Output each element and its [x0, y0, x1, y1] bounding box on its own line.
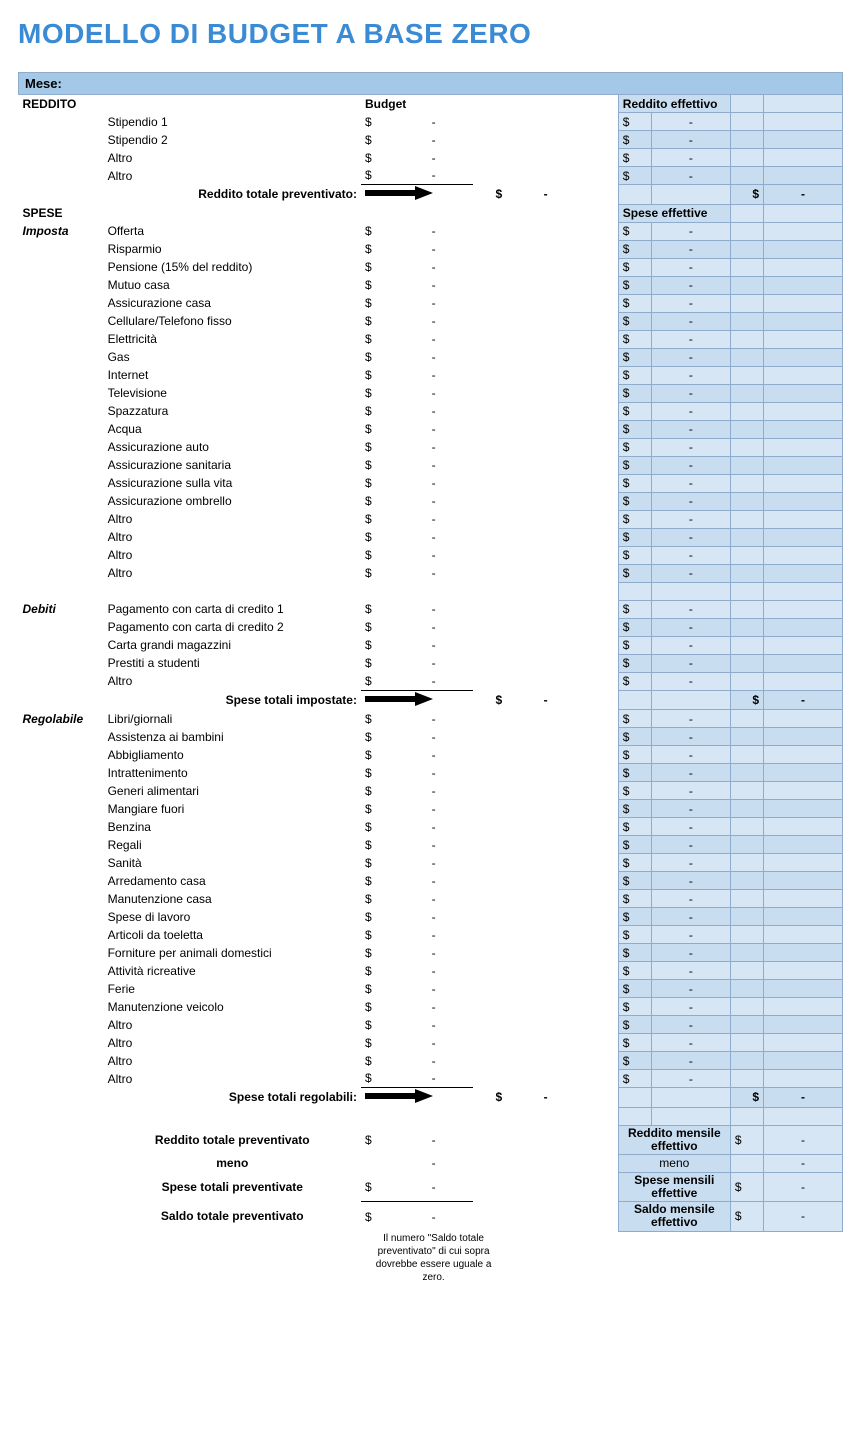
line-item-label: Abbigliamento: [104, 746, 361, 764]
line-item-label: Manutenzione veicolo: [104, 998, 361, 1016]
line-item-label: Assicurazione auto: [104, 438, 361, 456]
line-item-label: Pensione (15% del reddito): [104, 258, 361, 276]
line-item-label: Spese di lavoro: [104, 908, 361, 926]
summary-right-label: Reddito mensile effettivo: [618, 1125, 730, 1154]
summary-left-label: Reddito totale preventivato: [104, 1125, 361, 1154]
actual-expenses-header: Spese effettive: [618, 204, 730, 222]
line-item-label: Ferie: [104, 980, 361, 998]
line-item-label: Pagamento con carta di credito 1: [104, 600, 361, 618]
line-item-label: Altro: [104, 672, 361, 690]
set-expense-total-label: Spese totali impostate:: [19, 690, 361, 710]
line-item-label: Altro: [104, 1016, 361, 1034]
line-item-label: Benzina: [104, 818, 361, 836]
imposta-header: Imposta: [19, 222, 104, 240]
line-item-label: Altro: [104, 1052, 361, 1070]
line-item-label: Mutuo casa: [104, 276, 361, 294]
summary-left-label: Saldo totale preventivato: [104, 1202, 361, 1231]
page-title: MODELLO DI BUDGET A BASE ZERO: [18, 18, 843, 50]
line-item-label: Risparmio: [104, 240, 361, 258]
line-item-label: Generi alimentari: [104, 782, 361, 800]
line-item-label: Libri/giornali: [104, 710, 361, 728]
line-item-label: Assicurazione sulla vita: [104, 474, 361, 492]
line-item-label: Offerta: [104, 222, 361, 240]
line-item-label: Manutenzione casa: [104, 890, 361, 908]
mese-label[interactable]: Mese:: [19, 73, 843, 95]
line-item-label: Intrattenimento: [104, 764, 361, 782]
summary-left-label: Spese totali preventivate: [104, 1172, 361, 1201]
line-item-label: Altro: [104, 510, 361, 528]
arrow-right-icon: [365, 692, 433, 706]
line-item-label: Assistenza ai bambini: [104, 728, 361, 746]
line-item-label: Altro: [104, 149, 361, 167]
line-item-label: Prestiti a studenti: [104, 654, 361, 672]
line-item-label: Pagamento con carta di credito 2: [104, 618, 361, 636]
budget-header: Budget: [361, 95, 473, 113]
line-item-label: Altro: [104, 1034, 361, 1052]
line-item-label: Stipendio 1: [104, 113, 361, 131]
spese-header: SPESE: [19, 204, 104, 222]
reddito-header: REDDITO: [19, 95, 104, 113]
arrow-right-icon: [365, 186, 433, 200]
line-item-label: Altro: [104, 1070, 361, 1088]
arrow-right-icon: [365, 1089, 433, 1103]
line-item-label: Sanità: [104, 854, 361, 872]
line-item-label: Elettricità: [104, 330, 361, 348]
summary-right-label: Saldo mensile effettivo: [618, 1202, 730, 1231]
line-item-label: Altro: [104, 564, 361, 582]
line-item-label: Altro: [104, 528, 361, 546]
line-item-label: Assicurazione ombrello: [104, 492, 361, 510]
line-item-label: Attività ricreative: [104, 962, 361, 980]
adjustable-total-label: Spese totali regolabili:: [19, 1088, 361, 1108]
summary-right-label: meno: [618, 1154, 730, 1172]
summary-right-label: Spese mensili effettive: [618, 1172, 730, 1201]
line-item-label: Gas: [104, 348, 361, 366]
line-item-label: Mangiare fuori: [104, 800, 361, 818]
line-item-label: Arredamento casa: [104, 872, 361, 890]
line-item-label: Spazzatura: [104, 402, 361, 420]
line-item-label: Televisione: [104, 384, 361, 402]
line-item-label: Regali: [104, 836, 361, 854]
line-item-label: Assicurazione sanitaria: [104, 456, 361, 474]
summary-left-label: meno: [104, 1154, 361, 1172]
regolabile-header: Regolabile: [19, 710, 104, 728]
budget-sheet: Mese:REDDITO Budget Reddito effettivo Stipe…: [18, 72, 843, 1285]
line-item-label: Stipendio 2: [104, 131, 361, 149]
line-item-label: Cellulare/Telefono fisso: [104, 312, 361, 330]
line-item-label: Internet: [104, 366, 361, 384]
debiti-header: Debiti: [19, 600, 104, 618]
arrow-cell: [361, 185, 473, 205]
income-total-label: Reddito totale preventivato:: [19, 185, 361, 205]
footnote: Il numero "Saldo totale preventivato" di…: [361, 1231, 506, 1285]
line-item-label: Acqua: [104, 420, 361, 438]
actual-income-header: Reddito effettivo: [618, 95, 730, 113]
line-item-label: Altro: [104, 167, 361, 185]
line-item-label: Forniture per animali domestici: [104, 944, 361, 962]
line-item-label: Carta grandi magazzini: [104, 636, 361, 654]
line-item-label: Assicurazione casa: [104, 294, 361, 312]
line-item-label: Articoli da toeletta: [104, 926, 361, 944]
line-item-label: Altro: [104, 546, 361, 564]
